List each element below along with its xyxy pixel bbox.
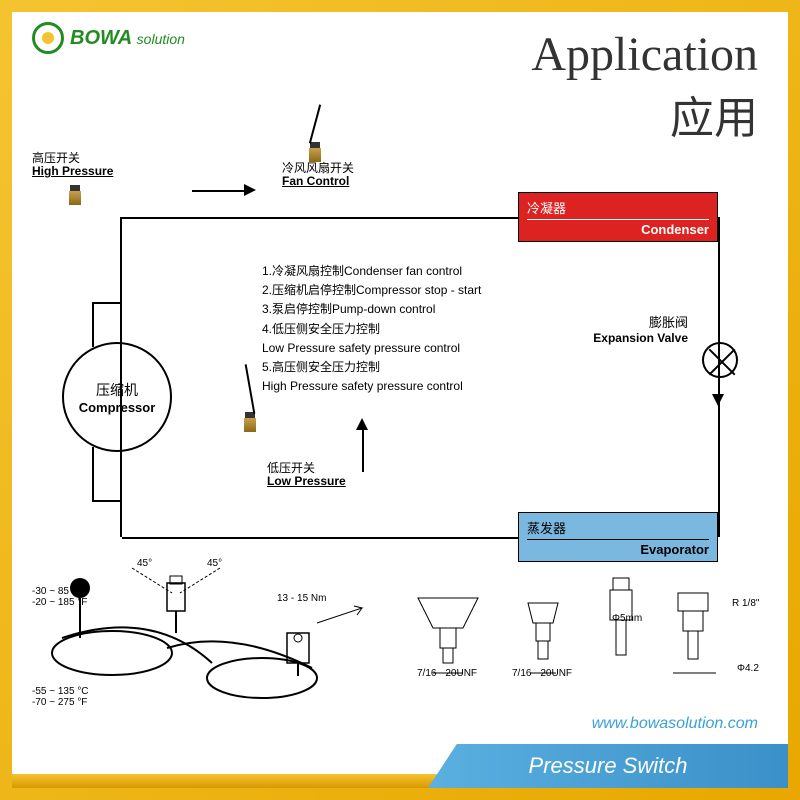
dim-3: Φ4.2	[737, 663, 759, 674]
page-title: Application 应用	[531, 27, 758, 146]
low-pressure-sensor-icon	[242, 412, 258, 434]
hp-en: High Pressure	[32, 165, 113, 178]
compressor-en: Compressor	[79, 400, 156, 415]
expvalve-cn: 膨胀阀	[593, 312, 688, 331]
refrigeration-circuit-diagram: 冷凝器 Condenser 蒸发器 Evaporator 压缩机 Compres…	[32, 152, 768, 552]
angle-right: 45°	[207, 558, 222, 569]
footer-gold-bar	[12, 774, 438, 788]
evaporator-cn: 蒸发器	[527, 518, 709, 537]
condenser-block: 冷凝器 Condenser	[518, 192, 718, 242]
website-url: www.bowasolution.com	[592, 715, 758, 733]
wire-comp-top	[92, 302, 94, 347]
torque-spec: 13 - 15 Nm	[277, 593, 326, 604]
pipe-assembly-sketch	[32, 538, 372, 708]
expansion-valve-icon	[702, 342, 738, 378]
footer-product-band: Pressure Switch	[428, 744, 788, 788]
app-item-1: 1.冷凝风扇控制Condenser fan control	[262, 262, 481, 281]
app-item-2: 2.压缩机启停控制Compressor stop - start	[262, 281, 481, 300]
content-area: BOWA solution Application 应用 冷凝器 Condens…	[12, 12, 788, 788]
app-item-5: 5.高压侧安全压力控制 High Pressure safety pressur…	[262, 358, 481, 396]
high-pressure-label: 高压开关 High Pressure	[32, 152, 113, 178]
lp-en: Low Pressure	[267, 475, 346, 488]
product-name: Pressure Switch	[529, 753, 688, 779]
box-divider	[527, 219, 709, 220]
brand-sub: solution	[137, 31, 185, 47]
thread-2: 7/16 - 20UNF	[512, 668, 572, 679]
flow-arrow-right	[718, 382, 720, 402]
thread-1: 7/16 - 20UNF	[417, 668, 477, 679]
fc-en: Fan Control	[282, 175, 354, 188]
compressor-cn: 压缩机	[96, 380, 138, 400]
footer: Pressure Switch	[12, 738, 788, 788]
dim-1: Φ5mm	[612, 613, 642, 624]
compressor-block: 压缩机 Compressor	[62, 342, 172, 452]
logo-ring-icon	[32, 22, 64, 54]
wire-comp-bot	[92, 447, 94, 502]
temp-range-2: -55 ~ 135 °C -70 ~ 275 °F	[32, 686, 89, 708]
wire-comp-bot-h	[92, 500, 122, 502]
condenser-cn: 冷凝器	[527, 198, 709, 217]
technical-drawings: -30 ~ 85 °C -20 ~ 185 °F -55 ~ 135 °C -7…	[32, 538, 768, 708]
flow-arrow-mid	[362, 422, 364, 472]
app-item-3: 3.泵启停控制Pump-down control	[262, 300, 481, 319]
condenser-en: Condenser	[527, 222, 709, 237]
flow-arrow-top	[192, 190, 252, 192]
brand-logo: BOWA solution	[32, 22, 185, 54]
fan-control-sensor-icon	[307, 142, 323, 164]
low-pressure-label: 低压开关 Low Pressure	[267, 462, 346, 488]
fan-control-label: 冷风风扇开关 Fan Control	[282, 162, 354, 188]
wire-comp-top-h	[92, 302, 122, 304]
high-pressure-sensor-icon	[67, 185, 83, 207]
title-cn: 应用	[531, 82, 758, 146]
application-list: 1.冷凝风扇控制Condenser fan control 2.压缩机启停控制C…	[262, 262, 481, 396]
app-item-4: 4.低压侧安全压力控制 Low Pressure safety pressure…	[262, 320, 481, 358]
dim-2: R 1/8"	[732, 598, 759, 609]
title-en: Application	[531, 27, 758, 82]
expvalve-en: Expansion Valve	[593, 331, 688, 345]
angle-left: 45°	[137, 558, 152, 569]
expansion-valve-label: 膨胀阀 Expansion Valve	[593, 312, 688, 345]
temp-range-1: -30 ~ 85 °C -20 ~ 185 °F	[32, 586, 87, 608]
brand-name: BOWA	[70, 27, 132, 49]
